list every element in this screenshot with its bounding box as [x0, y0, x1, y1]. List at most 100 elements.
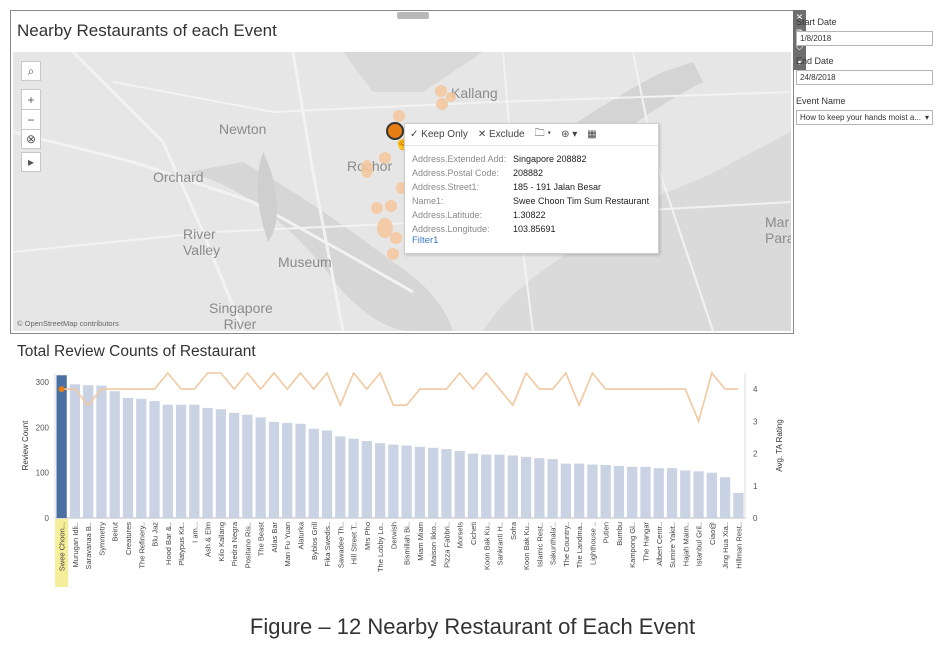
bar [295, 423, 306, 518]
bar [600, 464, 611, 518]
bar [175, 404, 187, 518]
x-tick-label: The Beast [257, 521, 266, 556]
event-name-select[interactable]: How to keep your hands moist a... ▾ [796, 110, 933, 125]
x-tick-label: Kilo Kallang [217, 522, 226, 562]
bar [348, 438, 359, 518]
y-tick-label: 200 [36, 423, 50, 432]
restaurant-point[interactable] [379, 152, 391, 164]
search-button[interactable]: ⌕ [21, 61, 41, 81]
restaurant-point[interactable] [435, 85, 447, 97]
bar [414, 446, 426, 518]
x-tick-label: Sawadee Th.. [336, 522, 345, 568]
x-tick-label: Positano Ris.. [243, 522, 252, 568]
zoom-in-button[interactable]: + [21, 89, 41, 109]
tooltip-row: Address.Latitude: 1.30822 [412, 210, 546, 220]
x-tick-label: Atlas Bar [270, 522, 279, 553]
bar [282, 422, 293, 518]
map-tools-toggle[interactable]: ▸ [21, 152, 41, 172]
selected-restaurant-point[interactable] [386, 122, 404, 140]
x-tick-label: Alaturka [296, 521, 305, 549]
bar [666, 468, 678, 518]
view-data-button[interactable]: ▦ [587, 129, 597, 140]
set-button[interactable]: ⊛ ▾ [561, 129, 578, 140]
x-tick-label: Albert Centr.. [655, 522, 664, 566]
y-tick-label: 100 [36, 469, 50, 478]
close-icon[interactable]: ✕ [795, 12, 804, 22]
x-tick-label: Islamic Rest.. [535, 522, 544, 567]
tooltip-row: Address.Street1: 185 - 191 Jalan Besar [412, 182, 602, 192]
restaurant-point[interactable] [446, 92, 456, 102]
restaurant-point[interactable] [361, 160, 373, 178]
selected-rating-point [58, 386, 65, 393]
restaurant-point[interactable] [387, 248, 399, 260]
filter-icon[interactable]: ⛉ [796, 42, 803, 52]
bar [361, 440, 372, 518]
place-orchard: Orchard [153, 169, 204, 185]
reset-map-button[interactable]: ⊗ [21, 129, 41, 149]
x-tick-label: Bumbu [615, 522, 624, 546]
y2-tick-label: 1 [753, 482, 758, 491]
x-tick-label: Sakunthala'.. [549, 522, 558, 565]
bar-chart-title: Total Review Counts of Restaurant [17, 343, 256, 360]
exclude-button[interactable]: ✕ Exclude [477, 129, 525, 140]
bar [321, 430, 333, 518]
bar [428, 447, 439, 518]
restaurant-point[interactable] [393, 110, 405, 122]
x-tick-label: Hill Street T.. [350, 522, 359, 564]
bar [680, 470, 691, 518]
bar [653, 468, 664, 518]
x-tick-label: Ciao@ [708, 522, 717, 545]
bar [122, 397, 134, 518]
x-tick-label: The Landma.. [575, 522, 584, 568]
bar [627, 466, 638, 518]
map-view[interactable]: Kallang Newton Rochor Orchard River Vall… [13, 52, 791, 331]
restaurant-point[interactable] [436, 98, 448, 110]
x-tick-label: Derwish [389, 522, 398, 549]
bar [547, 459, 558, 518]
x-tick-label: Koon Bak Ku.. [522, 522, 531, 570]
filter-link[interactable]: Filter1 [412, 235, 439, 246]
place-singapore-river: Singapore River [209, 300, 273, 331]
selected-label-highlight [55, 519, 69, 587]
restaurant-point[interactable] [385, 200, 397, 212]
y2-tick-label: 0 [753, 514, 758, 523]
start-date-input[interactable]: 1/8/2018 [796, 31, 933, 46]
x-tick-label: I am... [190, 522, 199, 543]
more-options-icon[interactable]: ▾ [797, 57, 802, 67]
x-tick-label: Hood Bar &.. [164, 522, 173, 565]
group-button[interactable]: 🗀 ▾ [534, 128, 552, 139]
bar [109, 391, 120, 518]
zoom-out-button[interactable]: − [21, 109, 41, 129]
bar [202, 407, 213, 518]
start-date-label: Start Date [796, 17, 837, 27]
x-tick-label: Kampong Gl.. [628, 522, 637, 568]
x-tick-label: Piedra Negra [230, 521, 239, 566]
x-tick-label: Byblos Grill [310, 522, 319, 560]
rating-line [61, 371, 739, 424]
bar [242, 414, 253, 518]
bar [441, 449, 452, 518]
map-title: Nearby Restaurants of each Event [17, 21, 277, 40]
y2-tick-label: 2 [753, 450, 758, 459]
keep-only-button[interactable]: ✓ Keep Only [410, 129, 468, 140]
tooltip-row: Name1: Swee Choon Tim Sum Restaurant [412, 196, 650, 206]
y-tick-label: 0 [45, 514, 50, 523]
bar [693, 471, 704, 518]
restaurant-point[interactable] [371, 202, 383, 214]
bar [83, 385, 94, 518]
end-date-input[interactable]: 24/8/2018 [796, 70, 933, 85]
x-tick-label: Ash & Elm [204, 522, 213, 557]
restaurant-point[interactable] [377, 218, 393, 238]
x-tick-label: Fika Swedis.. [323, 522, 332, 567]
drag-handle[interactable] [397, 12, 429, 19]
bar [494, 454, 505, 518]
map-panel: Nearby Restaurants of each Event Kallang… [10, 10, 794, 334]
x-tick-label: Blu Jaz [151, 522, 160, 547]
y-axis-title: Review Count [21, 420, 30, 471]
bar [215, 409, 226, 518]
bar [534, 458, 545, 518]
tooltip-toolbar: ✓ Keep Only ✕ Exclude 🗀 ▾ ⊛ ▾ ▦ [405, 124, 658, 146]
tooltip-row: Address.Longitude: 103.85691 [412, 224, 556, 234]
restaurant-point[interactable] [390, 232, 402, 244]
x-tick-label: Pizza Fabbri.. [442, 522, 451, 568]
